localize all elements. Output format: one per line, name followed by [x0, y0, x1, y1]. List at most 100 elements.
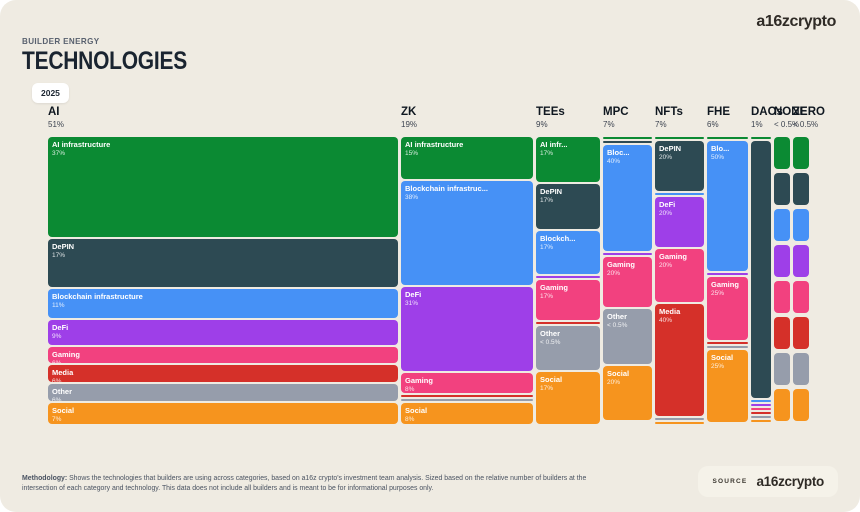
segment-other[interactable]: [655, 418, 704, 420]
segment-gaming[interactable]: [774, 281, 790, 313]
segment-media[interactable]: [536, 322, 600, 324]
segment-label: Social: [540, 375, 563, 384]
segment-other[interactable]: Other 6%: [48, 384, 398, 401]
segment-gaming[interactable]: [793, 281, 809, 313]
segment-label: Bloc...: [607, 148, 630, 157]
column-header-fhe: FHE 6%: [707, 106, 748, 137]
segment-defi[interactable]: [774, 245, 790, 277]
segment-other[interactable]: [793, 353, 809, 385]
segment-percent: 6%: [48, 359, 398, 363]
segment-social[interactable]: Social 8%: [401, 403, 533, 424]
segment-defi[interactable]: DeFi 31%: [401, 287, 533, 371]
segment-ai-infrastructure[interactable]: AI infrastructure 15%: [401, 137, 533, 179]
segment-social[interactable]: Social 20%: [603, 366, 652, 420]
segment-depin[interactable]: [774, 173, 790, 205]
segment-gaming[interactable]: Gaming 25%: [707, 277, 748, 340]
segment-gaming[interactable]: Gaming 20%: [655, 249, 704, 302]
segment-ai-infrastructure[interactable]: [793, 137, 809, 169]
segment-depin[interactable]: DePIN 17%: [48, 239, 398, 287]
segment-defi[interactable]: [751, 404, 771, 406]
column-header-zero: ZERO < 0.5%: [793, 106, 825, 137]
segment-percent: 20%: [607, 379, 621, 386]
segment-other[interactable]: Other < 0.5%: [536, 326, 600, 370]
segment-social[interactable]: Social 25%: [707, 350, 748, 422]
segment-blockchain-infrastructure[interactable]: [774, 209, 790, 241]
segment-social[interactable]: Social 17%: [536, 372, 600, 424]
segment-ai-infrastructure[interactable]: [707, 137, 748, 139]
segment-defi[interactable]: [603, 253, 652, 255]
segment-social[interactable]: [793, 389, 809, 421]
column-share: 51%: [48, 120, 65, 129]
segment-label: DePIN: [659, 144, 682, 153]
segment-media[interactable]: Media 6%: [48, 365, 398, 382]
column-zk: ZK 19% AI infrastructure 15% Blockchain infr…: [401, 106, 533, 424]
segment-media[interactable]: [774, 317, 790, 349]
segment-ai-infrastructure[interactable]: [751, 137, 771, 139]
segment-gaming[interactable]: Gaming 17%: [536, 280, 600, 320]
segment-label: Media: [659, 307, 681, 316]
source-pill[interactable]: SOURCE a16zcrypto: [698, 466, 838, 497]
segment-defi[interactable]: DeFi 20%: [655, 197, 704, 247]
segment-defi[interactable]: [793, 245, 809, 277]
segment-ai-infrastructure[interactable]: [655, 137, 704, 139]
column-stack: AI infrastructure 37% DePIN 17% Blockchain i…: [48, 137, 398, 424]
column-fhe: FHE 6% Blo... 50% Gaming 25% Social 25%: [707, 106, 748, 422]
segment-gaming[interactable]: Gaming 8%: [401, 373, 533, 393]
segment-social[interactable]: [655, 422, 704, 424]
segment-label: Blockchain infrastruc...: [405, 184, 488, 193]
segment-social[interactable]: [751, 420, 771, 422]
segment-ai-infrastructure[interactable]: [774, 137, 790, 169]
segment-label: Other: [540, 329, 561, 338]
column-tees: TEEs 9% AI infr... 17% DePIN 17% Blockch... 17%…: [536, 106, 600, 424]
year-filter-chip[interactable]: 2025: [32, 83, 69, 103]
segment-blockchain-infrastructure[interactable]: [793, 209, 809, 241]
segment-social[interactable]: Social 7%: [48, 403, 398, 424]
segment-other[interactable]: [774, 353, 790, 385]
segment-label: DeFi: [52, 323, 69, 332]
column-stack: Bloc... 40% Gaming 20% Other < 0.5% Social 20%: [603, 137, 652, 420]
segment-other[interactable]: [707, 346, 748, 348]
segment-depin[interactable]: [603, 141, 652, 143]
segment-ai-infrastructure[interactable]: AI infr... 17%: [536, 137, 600, 182]
segment-media[interactable]: [401, 395, 533, 397]
segment-media[interactable]: [751, 412, 771, 414]
segment-other[interactable]: [751, 416, 771, 418]
segment-defi[interactable]: [536, 276, 600, 278]
segment-depin[interactable]: DePIN 17%: [536, 184, 600, 229]
segment-social[interactable]: [774, 389, 790, 421]
column-share: 1%: [751, 120, 763, 129]
segment-defi[interactable]: [707, 273, 748, 275]
column-stack: DePIN 20% DeFi 20% Gaming 20% Media 40%: [655, 137, 704, 424]
segment-depin[interactable]: [793, 173, 809, 205]
column-stack: [774, 137, 790, 421]
segment-ai-infrastructure[interactable]: [603, 137, 652, 139]
column-name: NFTs: [655, 106, 683, 118]
a16zcrypto-logo: a16zcrypto: [756, 13, 836, 30]
segment-other[interactable]: Other < 0.5%: [603, 309, 652, 364]
segment-label: Gaming: [52, 350, 80, 359]
column-header-zk: ZK 19%: [401, 106, 533, 137]
segment-blockchain-infrastructure[interactable]: Blockchain infrastruc... 38%: [401, 181, 533, 285]
segment-gaming[interactable]: Gaming 20%: [603, 257, 652, 307]
segment-blockchain-infrastructure[interactable]: Blockch... 17%: [536, 231, 600, 274]
column-name: NONE: [774, 106, 808, 118]
segment-gaming[interactable]: Gaming6%: [48, 347, 398, 363]
segment-other[interactable]: [401, 399, 533, 401]
segment-defi[interactable]: DeFi 9%: [48, 320, 398, 345]
methodology-label: Methodology:: [22, 475, 68, 482]
segment-blockchain-infrastructure[interactable]: [751, 400, 771, 402]
segment-depin[interactable]: DePIN 20%: [655, 141, 704, 191]
segment-percent: < 0.5%: [540, 339, 561, 346]
segment-blockchain-infrastructure[interactable]: Bloc... 40%: [603, 145, 652, 251]
segment-ai-infrastructure[interactable]: AI infrastructure 37%: [48, 137, 398, 237]
segment-blockchain-infrastructure[interactable]: [655, 193, 704, 195]
segment-blockchain-infrastructure[interactable]: Blo... 50%: [707, 141, 748, 271]
segment-blockchain-infrastructure[interactable]: Blockchain infrastructure 11%: [48, 289, 398, 318]
segment-label: Other: [52, 387, 73, 396]
segment-media[interactable]: [707, 342, 748, 344]
segment-media[interactable]: [793, 317, 809, 349]
segment-label: Social: [711, 353, 734, 362]
segment-media[interactable]: Media 40%: [655, 304, 704, 416]
segment-depin[interactable]: [751, 141, 771, 398]
segment-gaming[interactable]: [751, 408, 771, 410]
